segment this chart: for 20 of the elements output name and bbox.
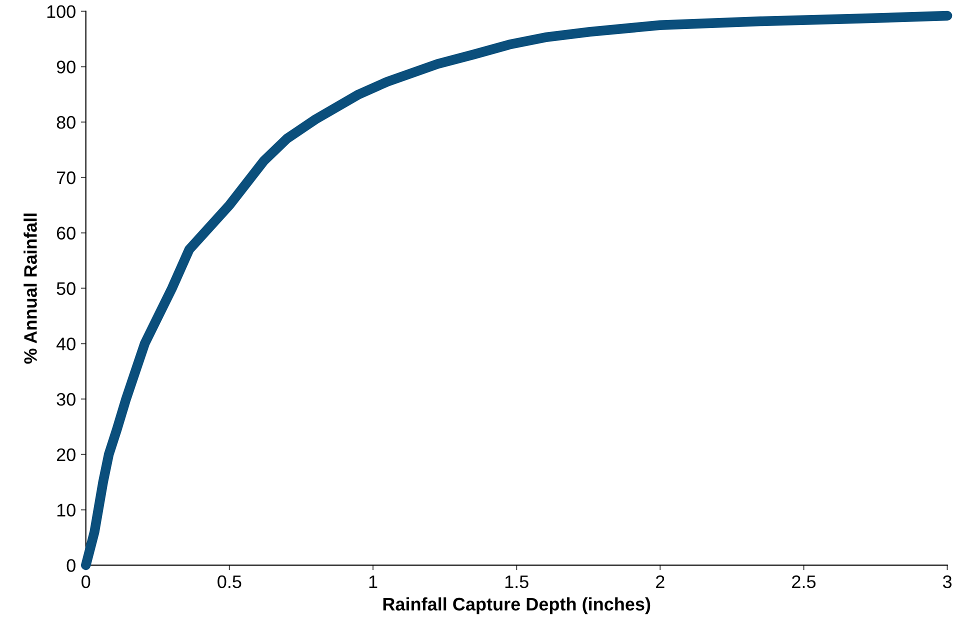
x-tick-label: 2.5 xyxy=(792,575,816,588)
x-tick-label: 3 xyxy=(942,575,952,588)
y-tick-label: 100 xyxy=(47,5,76,18)
y-axis-title: % Annual Rainfall xyxy=(24,214,37,364)
y-tick-label: 80 xyxy=(56,116,76,129)
x-tick-label: 1.5 xyxy=(505,576,528,588)
x-tick-label: 0 xyxy=(82,575,90,588)
x-axis-title: Rainfall Capture Depth (inches) xyxy=(383,597,650,614)
y-tick-label: 40 xyxy=(56,338,76,350)
x-tick-label: 1 xyxy=(369,576,378,588)
y-tick-label: 0 xyxy=(66,559,76,572)
y-tick-label: 20 xyxy=(56,448,76,462)
x-tick-label: 0.5 xyxy=(218,575,242,588)
y-tick-label: 60 xyxy=(56,226,76,240)
x-tick-label: 2 xyxy=(656,575,664,588)
y-tick-label: 50 xyxy=(56,282,76,295)
y-tick-label: 70 xyxy=(56,171,76,184)
y-tick-label: 30 xyxy=(56,392,76,406)
y-tick-label: 90 xyxy=(56,60,76,74)
y-tick-label: 10 xyxy=(57,504,76,517)
